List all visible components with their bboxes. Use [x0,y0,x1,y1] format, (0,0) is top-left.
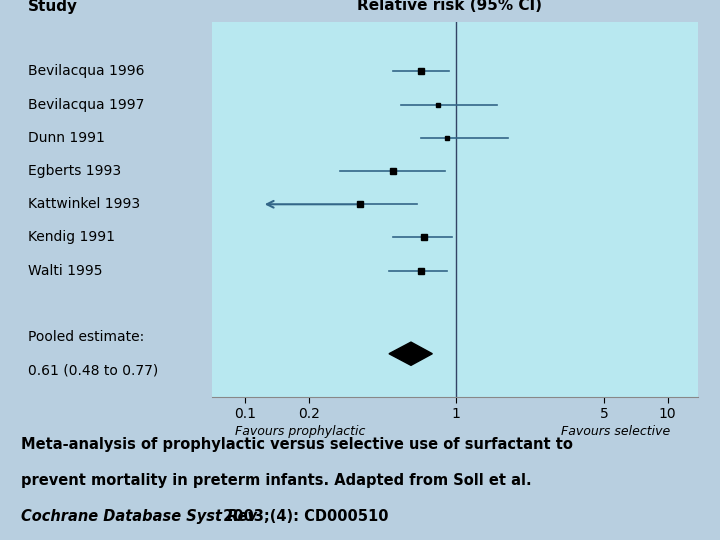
Polygon shape [389,342,432,366]
Text: Dunn 1991: Dunn 1991 [28,131,105,145]
Text: Meta-analysis of prophylactic versus selective use of surfactant to: Meta-analysis of prophylactic versus sel… [22,437,573,452]
Text: Walti 1995: Walti 1995 [28,264,103,278]
Text: Bevilacqua 1996: Bevilacqua 1996 [28,64,145,78]
Text: Egberts 1993: Egberts 1993 [28,164,122,178]
Text: Favours selective: Favours selective [561,425,670,438]
Text: Kendig 1991: Kendig 1991 [28,231,115,245]
Text: 2003;(4): CD000510: 2003;(4): CD000510 [218,509,389,524]
Text: Favours prophylactic: Favours prophylactic [235,425,365,438]
Text: prevent mortality in preterm infants. Adapted from Soll et al.: prevent mortality in preterm infants. Ad… [22,473,532,488]
Text: Study: Study [28,0,78,14]
Text: Kattwinkel 1993: Kattwinkel 1993 [28,197,140,211]
Text: Relative risk (95% CI): Relative risk (95% CI) [357,0,542,14]
Text: 0.61 (0.48 to 0.77): 0.61 (0.48 to 0.77) [28,363,158,377]
Text: Bevilacqua 1997: Bevilacqua 1997 [28,98,145,112]
Text: Pooled estimate:: Pooled estimate: [28,330,145,344]
Text: Cochrane Database Syst Rev: Cochrane Database Syst Rev [22,509,257,524]
